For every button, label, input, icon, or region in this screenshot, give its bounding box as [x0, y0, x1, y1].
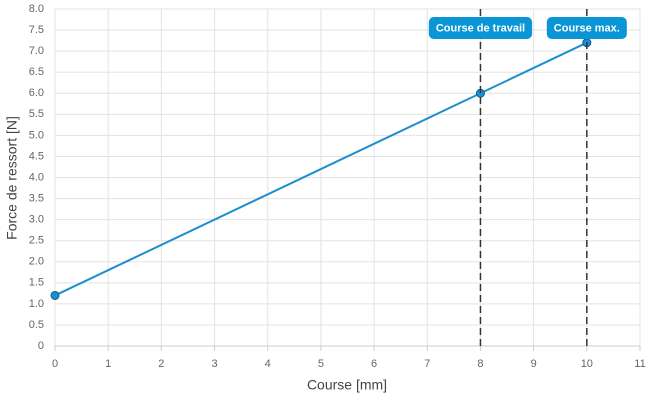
y-tick-label: 0.5 — [29, 319, 44, 331]
annotation-label: Course max. — [546, 17, 627, 39]
annotation-label: Course de travail — [428, 17, 533, 39]
x-tick-label: 1 — [105, 358, 111, 370]
x-tick-label: 7 — [424, 358, 430, 370]
x-tick-label: 10 — [581, 358, 593, 370]
y-tick-label: 0 — [38, 340, 44, 352]
y-tick-label: 2.0 — [29, 256, 44, 268]
x-tick-label: 8 — [477, 358, 483, 370]
x-tick-label: 6 — [371, 358, 377, 370]
x-tick-label: 11 — [634, 358, 645, 370]
y-axis-title: Force de ressort [N] — [4, 116, 20, 240]
x-tick-label: 0 — [52, 358, 58, 370]
data-point — [50, 290, 60, 300]
x-tick-label: 9 — [531, 358, 537, 370]
y-tick-label: 7.5 — [29, 24, 44, 36]
x-axis-title: Course [mm] — [307, 377, 387, 393]
y-tick-label: 2.5 — [29, 235, 44, 247]
y-tick-label: 5.0 — [29, 129, 44, 141]
y-tick-label: 1.5 — [29, 277, 44, 289]
annotation-text: Course max. — [554, 22, 620, 34]
y-tick-label: 6.0 — [29, 87, 44, 99]
y-tick-label: 3.0 — [29, 214, 44, 226]
y-tick-label: 6.5 — [29, 66, 44, 78]
y-tick-label: 7.0 — [29, 45, 44, 57]
annotation-text: Course de travail — [436, 22, 525, 34]
y-tick-label: 5.5 — [29, 108, 44, 120]
x-tick-label: 3 — [211, 358, 217, 370]
y-tick-label: 3.5 — [29, 192, 44, 204]
annotation-box — [546, 17, 627, 39]
x-tick-label: 2 — [158, 358, 164, 370]
y-tick-label: 4.0 — [29, 171, 44, 183]
y-tick-label: 1.0 — [29, 298, 44, 310]
y-tick-label: 4.5 — [29, 150, 44, 162]
y-tick-label: 8.0 — [29, 3, 44, 15]
annotation-box — [428, 17, 533, 39]
x-tick-label: 4 — [265, 358, 271, 370]
x-tick-label: 5 — [318, 358, 324, 370]
